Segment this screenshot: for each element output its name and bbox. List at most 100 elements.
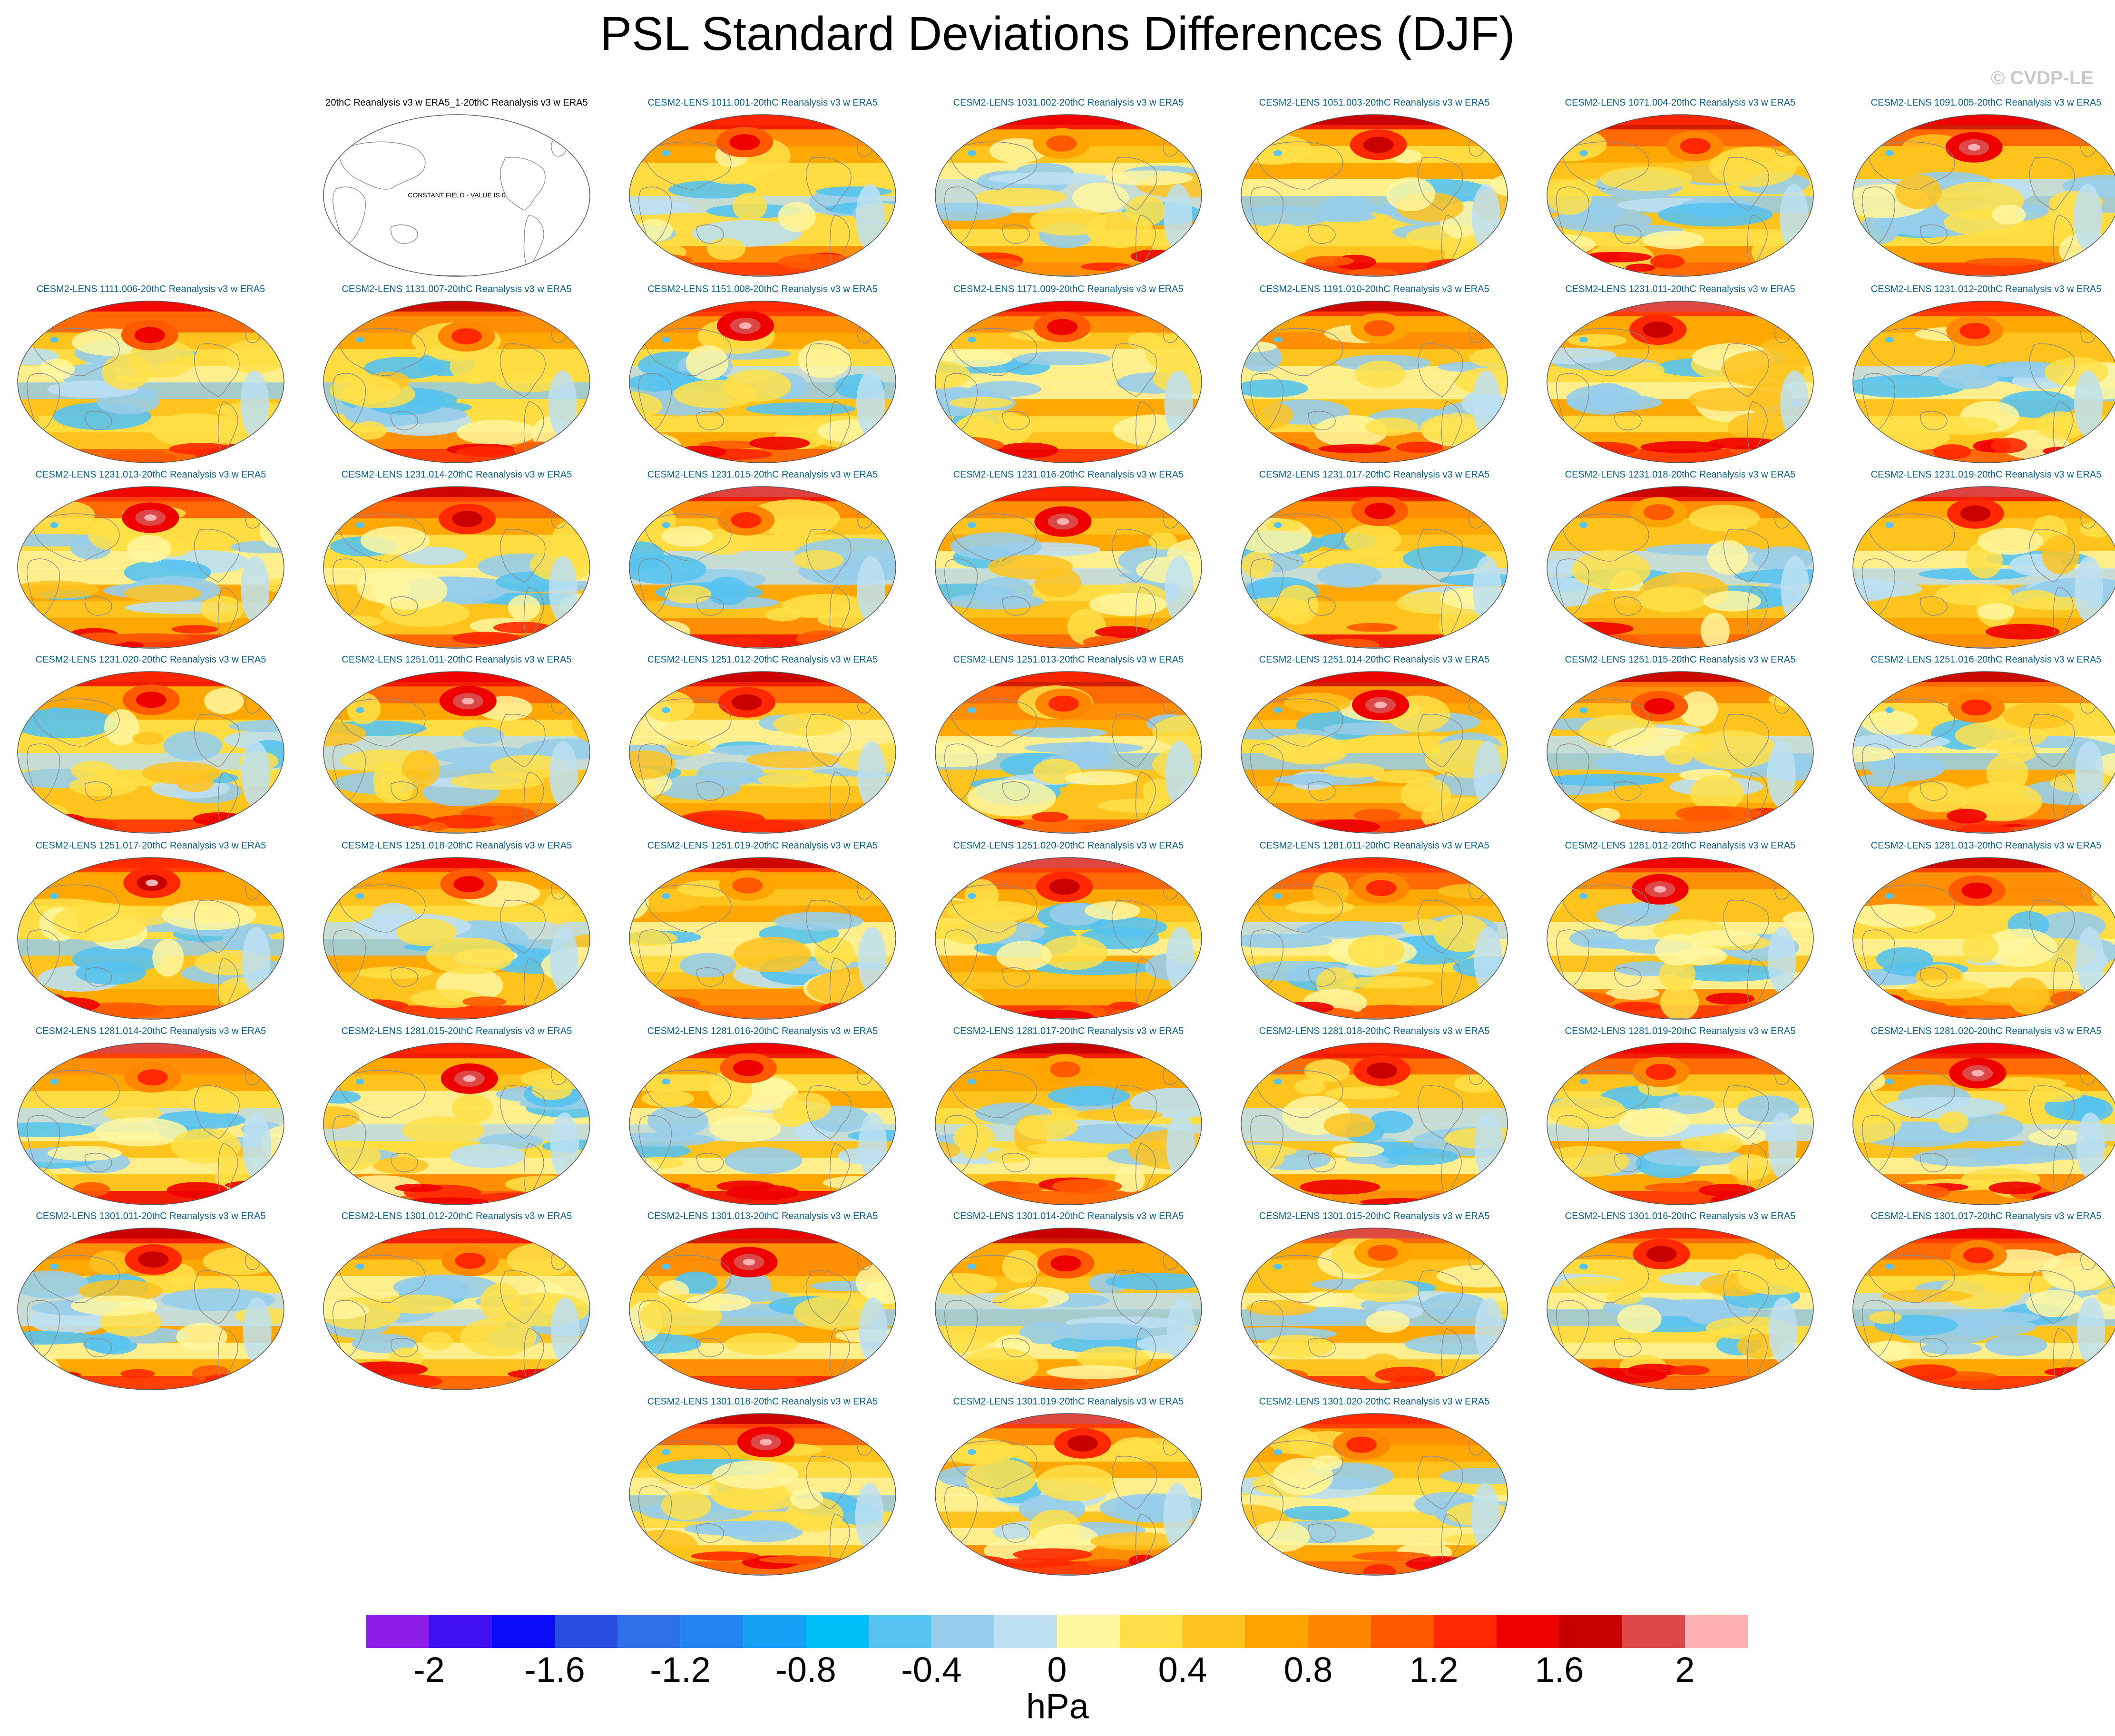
- panel-label: CESM2-LENS 1251.011-20thC Reanalysis v3 …: [342, 654, 572, 665]
- field-blob: [1046, 1365, 1139, 1379]
- field-blob: [679, 953, 737, 978]
- field-blob: [1767, 820, 1799, 833]
- field-blob: [1728, 1154, 1772, 1180]
- field-blob: [1961, 699, 1992, 716]
- ensemble-panel: CESM2-LENS 1231.011-20thC Reanalysis v3 …: [1537, 284, 1823, 465]
- map-outline: [629, 1413, 896, 1576]
- field-blob: [1885, 150, 1894, 156]
- field-blob: [138, 1251, 169, 1268]
- field-blob: [2008, 977, 2049, 1015]
- field-blob: [204, 688, 244, 714]
- coastline: [1250, 929, 1283, 987]
- panel-label: CESM2-LENS 1251.012-20thC Reanalysis v3 …: [647, 654, 878, 665]
- field-blob: [1951, 1113, 2023, 1142]
- coastline: [1256, 1070, 1343, 1118]
- ensemble-panel: CESM2-LENS 1301.013-20thC Reanalysis v3 …: [620, 1211, 905, 1392]
- field-blob: [161, 1288, 275, 1311]
- field-blob: [968, 1079, 976, 1084]
- field-blob: [323, 455, 342, 463]
- panel-label: CESM2-LENS 1231.015-20thC Reanalysis v3 …: [647, 469, 878, 480]
- field-blob: [50, 1079, 59, 1084]
- coastline: [391, 411, 418, 430]
- field-blob: [1547, 774, 1665, 786]
- field-blob: [1853, 577, 1897, 602]
- field-blob: [18, 1371, 81, 1379]
- coastline: [1250, 1115, 1283, 1172]
- coastline: [1614, 1153, 1642, 1172]
- field-blob: [1853, 904, 1936, 928]
- coastline: [1308, 967, 1336, 987]
- field-blob: [421, 1331, 453, 1351]
- panel-label: CESM2-LENS 1231.013-20thC Reanalysis v3 …: [35, 469, 266, 480]
- field-blob: [1031, 812, 1068, 822]
- coastline: [638, 558, 672, 616]
- field-blob: [1675, 805, 1733, 822]
- coastline: [1723, 714, 1769, 768]
- field-blob: [102, 354, 151, 390]
- coastline: [644, 328, 732, 376]
- field-blob: [1767, 927, 1796, 994]
- ensemble-panel: CESM2-LENS 1231.014-20thC Reanalysis v3 …: [314, 469, 599, 650]
- field-blob: [2097, 1286, 2115, 1307]
- coastline: [944, 373, 978, 430]
- panel-label: CESM2-LENS 1281.018-20thC Reanalysis v3 …: [1259, 1026, 1490, 1036]
- field-blob: [662, 1079, 670, 1084]
- map: [323, 486, 590, 649]
- field-blob: [243, 1297, 272, 1364]
- field-blob: [1016, 1114, 1078, 1140]
- colorbar-swatch: [1559, 1615, 1623, 1648]
- ensemble-panel: CESM2-LENS 1301.012-20thC Reanalysis v3 …: [314, 1211, 599, 1392]
- coastline: [499, 714, 546, 768]
- ensemble-panel: CESM2-LENS 1251.020-20thC Reanalysis v3 …: [926, 840, 1211, 1021]
- field-blob: [759, 1439, 772, 1446]
- coastline: [333, 743, 366, 801]
- field-blob: [42, 997, 100, 1013]
- field-blob: [1871, 634, 1928, 647]
- coastline: [1417, 1456, 1463, 1510]
- field-blob: [997, 442, 1059, 458]
- field-blob: [1353, 809, 1401, 822]
- coastline: [950, 698, 1038, 747]
- coastline: [944, 1300, 978, 1357]
- field-blob: [1346, 1436, 1377, 1453]
- field-blob: [629, 199, 693, 215]
- field-blob: [1433, 915, 1490, 952]
- field-blob: [554, 1000, 590, 1015]
- field-blob: [1332, 1143, 1384, 1158]
- colorbar-swatch: [1120, 1615, 1183, 1648]
- field-blob: [773, 712, 845, 736]
- coastline: [32, 328, 120, 376]
- field-blob: [242, 809, 284, 824]
- map: [935, 671, 1202, 834]
- field-blob: [1284, 692, 1351, 713]
- coastline: [338, 141, 426, 190]
- coastline: [391, 1153, 418, 1172]
- field-blob: [323, 1106, 360, 1129]
- coastline: [194, 529, 240, 583]
- field-blob: [1727, 412, 1791, 442]
- panel-label: CESM2-LENS 1231.020-20thC Reanalysis v3 …: [35, 654, 266, 665]
- field-blob: [169, 443, 233, 455]
- field-blob: [1960, 505, 1991, 522]
- map: [1547, 671, 1814, 834]
- map-outline: [1241, 486, 1508, 649]
- field-blob: [749, 436, 810, 450]
- field-blob: [45, 814, 84, 824]
- panel-label: CESM2-LENS 1301.020-20thC Reanalysis v3 …: [1259, 1396, 1490, 1407]
- field-blob: [18, 1353, 60, 1386]
- field-blob: [1402, 918, 1445, 936]
- field-blob: [1938, 364, 1999, 390]
- coastline: [391, 224, 418, 244]
- field-blob: [1050, 1061, 1081, 1078]
- field-blob: [1885, 522, 1894, 528]
- field-blob: [950, 452, 1005, 463]
- field-blob: [197, 1098, 245, 1114]
- field-blob: [1780, 371, 1809, 437]
- field-blob: [146, 879, 158, 887]
- map-outline: [1241, 301, 1508, 463]
- field-blob: [1255, 1370, 1293, 1381]
- map: [323, 1228, 590, 1390]
- field-band: [1241, 989, 1508, 1006]
- field-blob: [1706, 993, 1755, 1005]
- field-blob: [1374, 702, 1387, 709]
